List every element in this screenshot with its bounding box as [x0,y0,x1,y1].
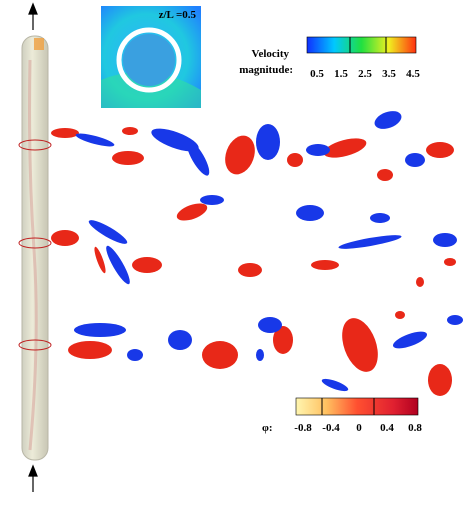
legend-tick-label: 4.5 [406,68,420,80]
cylinder [18,35,52,461]
legend-tick-label: 0.8 [408,422,422,434]
flow-arrows [28,2,38,492]
legend-tick-label: 0 [356,422,362,434]
legend-title: Velocity [252,48,290,60]
legend-tick-label: 0.4 [380,422,394,434]
legend-tick-label: 2.5 [358,68,372,80]
velocity-legend: Velocity magnitude: 0.5 1.5 2.5 3.5 4.5 [239,36,420,80]
phi-legend: φ: -0.8 -0.4 0 0.4 0.8 [262,397,422,434]
legend-tick-label: 0.5 [310,68,324,80]
inset-label: z/L =0.5 [159,9,197,21]
legend-tick-label: 1.5 [334,68,348,80]
legend-tick-label: -0.8 [294,422,312,434]
legend-tick-label: 3.5 [382,68,396,80]
vortex-structures [51,111,463,396]
legend-tick-label: -0.4 [322,422,340,434]
legend-title: magnitude: [239,64,293,76]
legend-symbol: φ: [262,422,273,434]
inset-slice: z/L =0.5 [101,6,201,108]
